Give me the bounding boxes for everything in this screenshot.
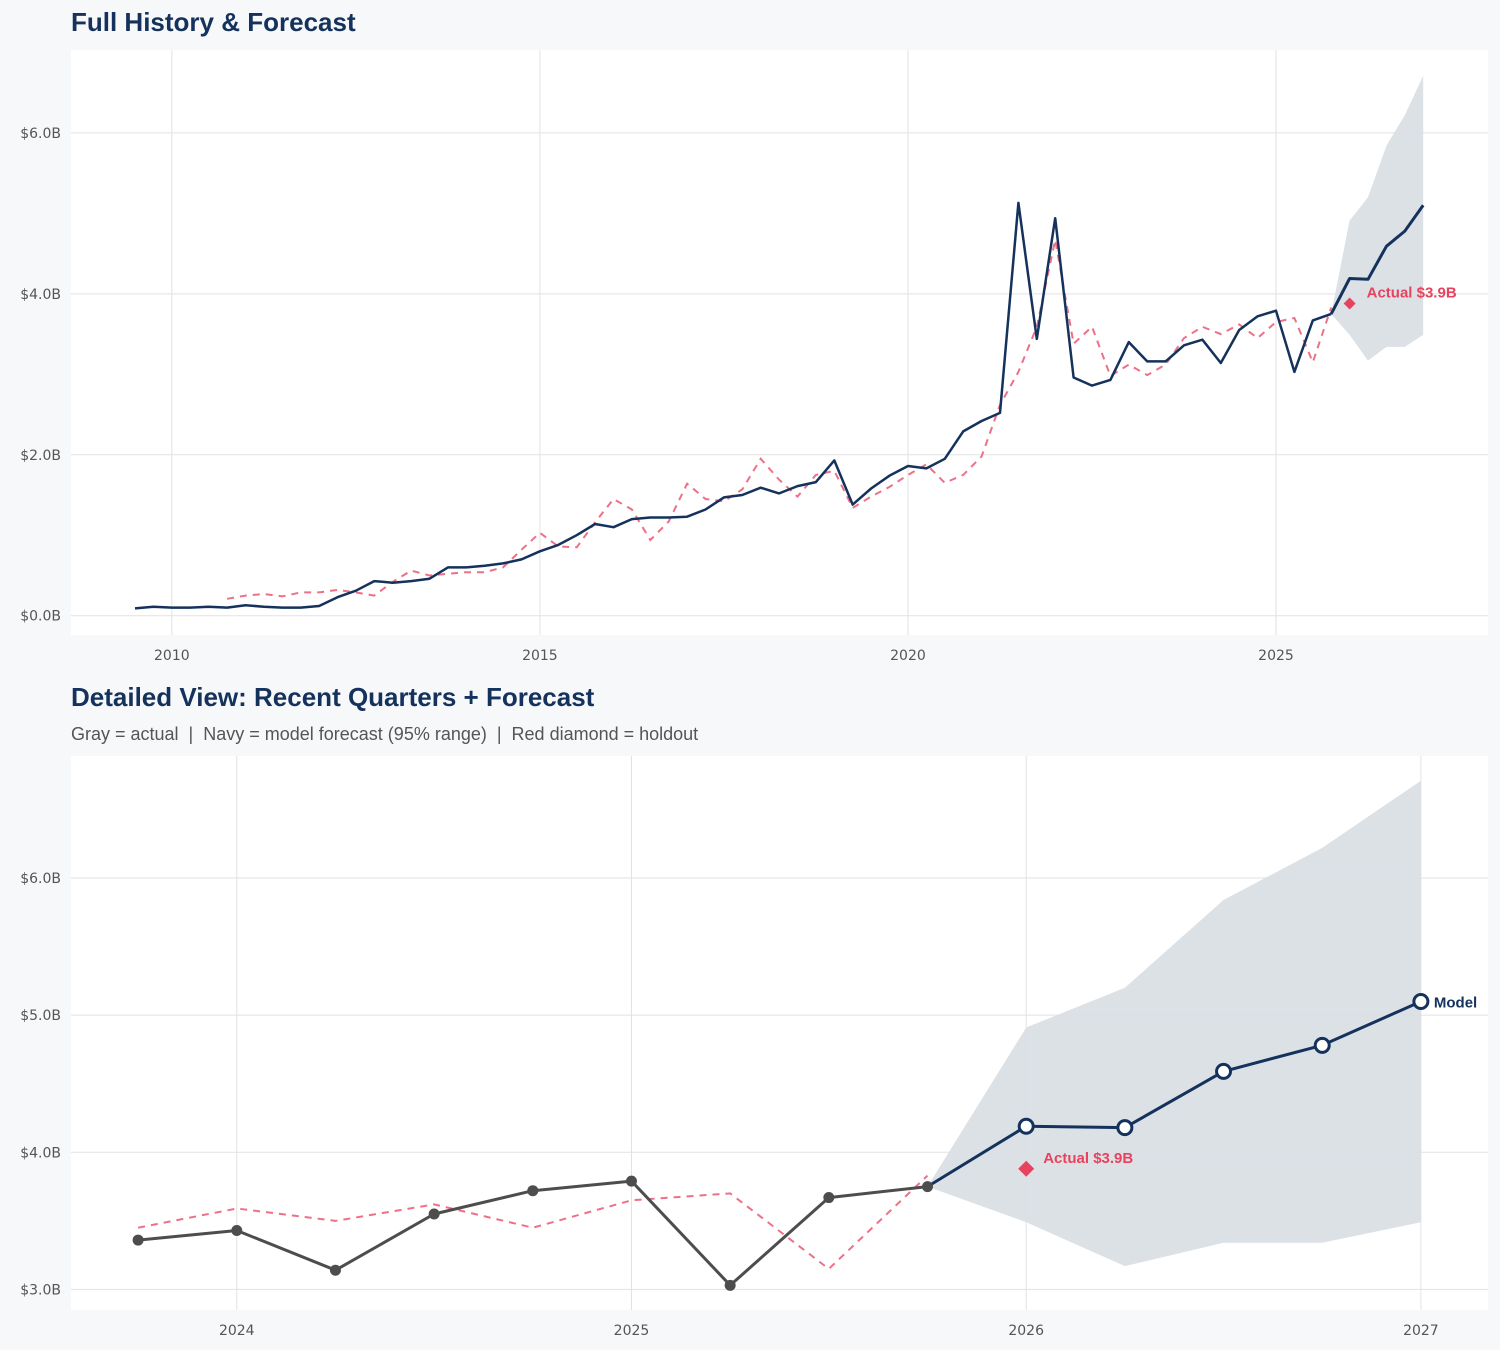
bottom-x-tick-label: 2026 — [1008, 1323, 1044, 1339]
top-x-tick-label: 2025 — [1258, 648, 1294, 664]
bottom-actual-point — [625, 1175, 637, 1187]
bottom-actual-point — [428, 1208, 440, 1220]
top-y-tick-label: $4.0B — [20, 287, 61, 303]
bottom-actual-point — [922, 1181, 934, 1193]
bottom-actual-point — [823, 1192, 835, 1204]
top-fitted-line — [226, 239, 1333, 600]
bottom-y-tick-label: $4.0B — [20, 1145, 61, 1161]
bottom-actual-point — [724, 1279, 736, 1291]
bottom-forecast-point — [1215, 1062, 1233, 1080]
bottom-chart-title: Detailed View: Recent Quarters + Forecas… — [71, 682, 595, 712]
top-holdout-label: Actual $3.9B — [1367, 284, 1457, 301]
bottom-actual-point — [132, 1234, 144, 1246]
bottom-y-tick-label: $3.0B — [20, 1282, 61, 1298]
bottom-actual-point — [527, 1185, 539, 1197]
bottom-x-tick-label: 2024 — [219, 1323, 255, 1339]
bottom-x-tick-label: 2025 — [614, 1323, 650, 1339]
top-y-tick-label: $2.0B — [20, 448, 61, 464]
top-chart: $0.0B $2.0B $4.0B $6.0B 2010 2015 2020 2025 Actu… — [20, 50, 1488, 664]
top-actual-line — [134, 201, 1332, 610]
bottom-y-tick-label: $6.0B — [20, 871, 61, 887]
top-y-tick-label: $0.0B — [20, 609, 61, 625]
bottom-chart: $3.0B $4.0B $5.0B $6.0B 2024 2025 2026 2027 Mode… — [20, 756, 1488, 1339]
bottom-forecast-point — [1116, 1119, 1134, 1137]
bottom-holdout-marker — [1018, 1160, 1035, 1177]
bottom-x-tick-label: 2027 — [1403, 1323, 1439, 1339]
bottom-actual-point — [329, 1264, 341, 1276]
bottom-forecast-point — [1412, 992, 1430, 1010]
top-forecast-line — [1329, 204, 1425, 315]
bottom-fitted-line — [137, 1174, 929, 1271]
top-x-tick-label: 2020 — [890, 648, 926, 664]
bottom-y-tick-label: $5.0B — [20, 1008, 61, 1024]
bottom-forecast-point — [1017, 1117, 1035, 1135]
bottom-model-label: Model — [1434, 994, 1477, 1011]
bottom-forecast-line — [926, 1000, 1422, 1188]
top-holdout-marker — [1343, 297, 1356, 310]
top-x-tick-label: 2010 — [154, 648, 190, 664]
bottom-holdout-label: Actual $3.9B — [1043, 1150, 1133, 1167]
top-x-tick-label: 2015 — [522, 648, 558, 664]
top-plot-area — [71, 50, 1488, 635]
bottom-chart-subtitle: Gray = actual | Navy = model forecast (9… — [71, 724, 698, 744]
top-forecast-band — [1331, 75, 1424, 361]
bottom-forecast-point — [1313, 1036, 1331, 1054]
top-y-tick-label: $6.0B — [20, 126, 61, 142]
bottom-forecast-band — [927, 780, 1421, 1267]
bottom-actual-point — [231, 1224, 243, 1236]
top-chart-title: Full History & Forecast — [71, 7, 356, 37]
